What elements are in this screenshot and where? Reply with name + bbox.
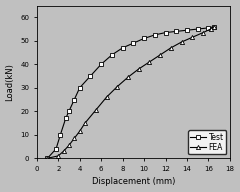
FEA — [73, 137, 76, 139]
FEA — [126, 76, 129, 78]
FEA — [169, 47, 172, 49]
Line: FEA: FEA — [45, 25, 216, 160]
FEA — [209, 28, 212, 30]
Test — [89, 75, 92, 77]
FEA — [57, 155, 60, 157]
Test — [78, 87, 81, 89]
FEA — [62, 150, 65, 152]
Test — [121, 47, 124, 49]
Test — [110, 54, 113, 56]
FEA — [212, 26, 215, 28]
FEA — [84, 122, 86, 124]
FEA — [105, 96, 108, 98]
Test — [153, 34, 156, 36]
FEA — [116, 85, 119, 88]
Test — [196, 28, 199, 30]
Test — [100, 63, 102, 65]
Test — [175, 30, 178, 33]
FEA — [180, 41, 183, 43]
Test — [164, 31, 167, 34]
Test — [55, 148, 58, 150]
X-axis label: Displacement (mm): Displacement (mm) — [92, 177, 175, 186]
Test — [143, 37, 145, 40]
Test — [207, 27, 210, 29]
FEA — [191, 36, 194, 38]
FEA — [67, 144, 70, 146]
FEA — [78, 130, 81, 132]
Test — [67, 110, 70, 113]
Test — [186, 29, 188, 31]
FEA — [46, 157, 49, 159]
Legend: Test, FEA: Test, FEA — [188, 130, 226, 154]
Test — [212, 26, 215, 28]
Test — [59, 134, 62, 136]
Test — [64, 117, 67, 119]
FEA — [137, 68, 140, 70]
Test — [73, 98, 76, 101]
FEA — [148, 61, 151, 63]
Test — [46, 157, 49, 159]
FEA — [202, 31, 204, 34]
Y-axis label: Load(kN): Load(kN) — [6, 63, 15, 101]
FEA — [94, 109, 97, 111]
Line: Test: Test — [45, 25, 216, 160]
Test — [132, 42, 135, 44]
FEA — [159, 54, 162, 56]
